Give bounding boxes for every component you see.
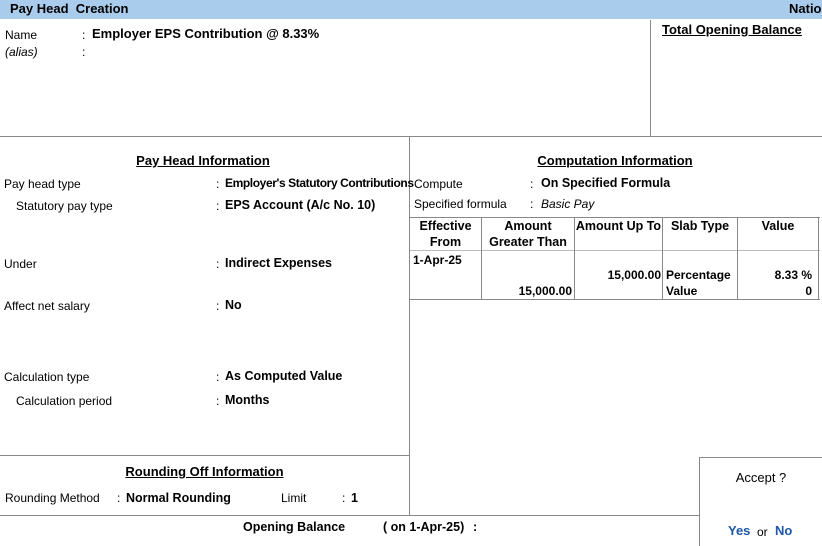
field-value[interactable]: No (225, 298, 242, 312)
separator: : (82, 45, 86, 59)
column-header: Value (761, 219, 795, 233)
section-title: Pay Head Information (136, 153, 270, 168)
field-value[interactable]: Months (225, 393, 270, 407)
separator: : (216, 370, 220, 384)
separator: : (530, 197, 534, 211)
cell: Value (666, 284, 698, 298)
divider (0, 515, 822, 516)
separator: : (82, 28, 86, 42)
divider (650, 20, 651, 136)
cell: 1-Apr-25 (413, 253, 462, 267)
footer-label: Opening Balance (243, 520, 346, 534)
field-value[interactable]: Normal Rounding (126, 491, 231, 505)
cell: Percentage (666, 268, 731, 282)
no-button[interactable]: No (775, 523, 793, 538)
separator: : (216, 199, 220, 213)
company-name: Natio (789, 1, 822, 16)
field-label: Calculation type (4, 370, 90, 384)
divider (0, 136, 822, 137)
separator: : (216, 299, 220, 313)
table-line (410, 217, 820, 218)
separator: : (530, 177, 534, 191)
separator: : (342, 491, 346, 505)
table-line (818, 217, 819, 299)
field-value[interactable]: Employer's Statutory Contributions (225, 176, 414, 190)
field-value[interactable]: On Specified Formula (541, 176, 671, 190)
field-value[interactable]: 1 (351, 491, 358, 505)
separator: : (216, 177, 220, 191)
field-value[interactable]: Basic Pay (541, 197, 595, 211)
field-label: Specified formula (414, 197, 507, 211)
section-title: Computation Information (537, 153, 693, 168)
separator: : (216, 257, 220, 271)
field-label: Compute (414, 177, 463, 191)
field-value[interactable]: As Computed Value (225, 369, 343, 383)
table-line (574, 217, 575, 299)
table-line (410, 250, 820, 251)
cell: 15,000.00 (607, 268, 661, 282)
accept-prompt: Accept ? (735, 470, 787, 485)
separator: : (216, 394, 220, 408)
header-title: Pay Head Creation (10, 1, 129, 16)
separator: : (473, 520, 478, 534)
or-text: or (757, 525, 768, 539)
field-value[interactable]: Indirect Expenses (225, 256, 332, 270)
name-value[interactable]: Employer EPS Contribution @ 8.33% (92, 26, 320, 41)
yes-button[interactable]: Yes (728, 523, 751, 538)
field-label: Calculation period (16, 394, 113, 408)
cell: 0 (805, 284, 812, 298)
cell: 8.33 % (774, 268, 812, 282)
field-label: Statutory pay type (16, 199, 113, 213)
table-line (481, 217, 482, 299)
column-header: Amount Up To (575, 219, 662, 233)
column-header: Amount Greater Than (489, 219, 567, 249)
name-label: Name (5, 28, 38, 42)
header-bar (0, 0, 822, 19)
divider (0, 455, 409, 456)
footer-date: ( on 1-Apr-25) (383, 520, 465, 534)
field-label: Affect net salary (4, 299, 90, 313)
alias-label: (alias) (5, 45, 38, 59)
section-title: Rounding Off Information (125, 464, 284, 479)
field-label: Pay head type (4, 177, 81, 191)
total-opening-balance: Total Opening Balance (662, 22, 802, 37)
table-line (737, 217, 738, 299)
column-header: Effective From (419, 219, 472, 249)
field-label: Limit (281, 491, 307, 505)
cell: 15,000.00 (518, 284, 572, 298)
accept-dialog (699, 457, 822, 546)
table-line (662, 217, 663, 299)
field-label: Rounding Method (5, 491, 100, 505)
field-label: Under (4, 257, 37, 271)
separator: : (117, 491, 121, 505)
table-line (410, 299, 820, 300)
divider (409, 137, 410, 515)
column-header: Slab Type (670, 219, 730, 233)
field-value[interactable]: EPS Account (A/c No. 10) (225, 198, 376, 212)
